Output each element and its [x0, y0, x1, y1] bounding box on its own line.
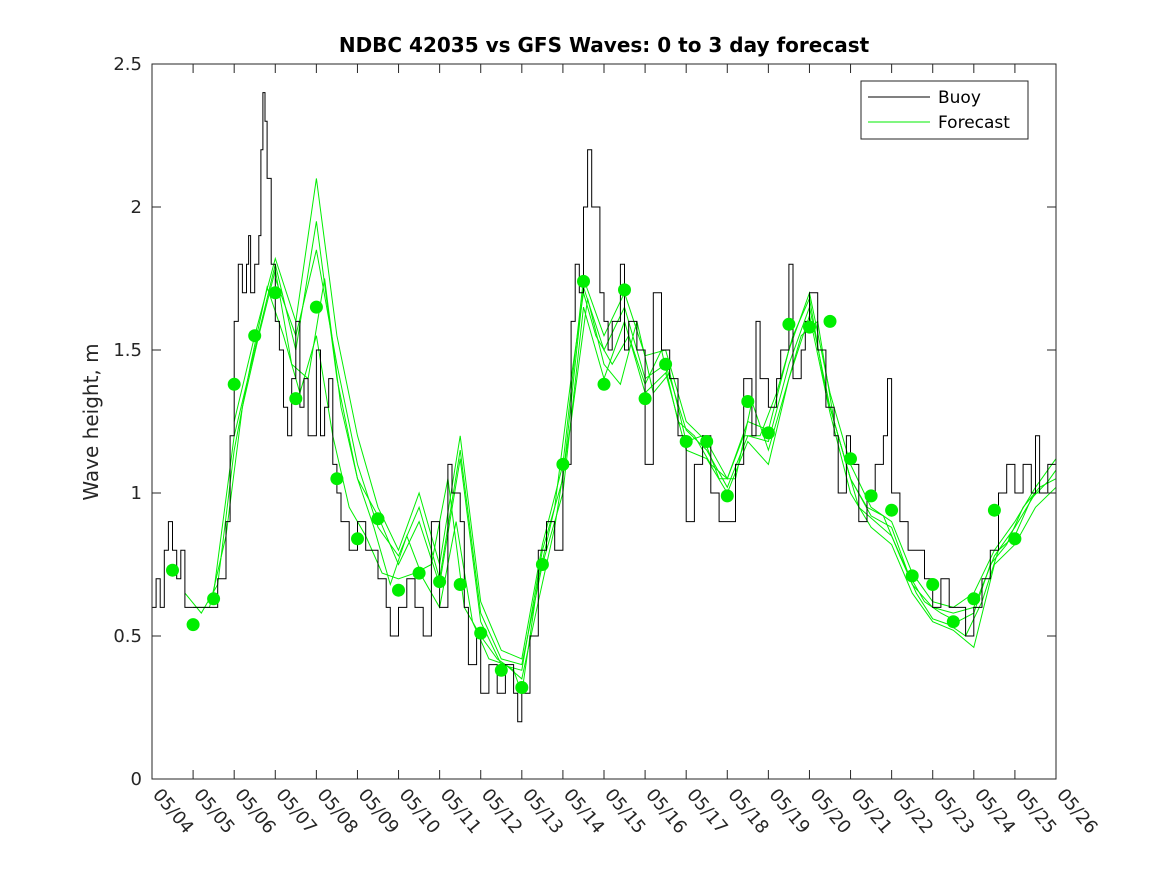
- legend-label-forecast: Forecast: [938, 113, 1010, 133]
- forecast-marker: [474, 626, 488, 640]
- forecast-marker: [638, 392, 652, 406]
- forecast-markers: [166, 274, 1022, 694]
- forecast-marker: [905, 569, 919, 583]
- forecast-marker: [946, 615, 960, 629]
- forecast-marker: [535, 558, 549, 571]
- forecast-marker: [453, 578, 467, 591]
- forecast-marker: [268, 286, 282, 300]
- forecast-marker: [207, 592, 221, 606]
- forecast-marker: [227, 377, 241, 391]
- forecast-marker: [987, 503, 1001, 517]
- forecast-marker: [371, 512, 385, 526]
- forecast-marker: [926, 578, 940, 591]
- forecast-marker: [864, 489, 878, 503]
- forecast-marker: [166, 563, 179, 577]
- forecast-marker: [679, 435, 693, 448]
- forecast-marker: [186, 618, 200, 632]
- y-tick-label: 1.5: [113, 340, 142, 361]
- forecast-marker: [412, 566, 426, 580]
- chart-title: NDBC 42035 vs GFS Waves: 0 to 3 day fore…: [339, 33, 870, 57]
- forecast-marker: [741, 395, 755, 408]
- forecast-marker: [515, 681, 529, 694]
- forecast-run-line: [274, 249, 1056, 666]
- forecast-marker: [720, 489, 734, 503]
- legend: Buoy Forecast: [860, 80, 1029, 140]
- forecast-marker: [659, 357, 673, 371]
- forecast-marker: [618, 283, 631, 297]
- y-tick-label: 0: [131, 769, 142, 790]
- forecast-marker: [433, 575, 447, 589]
- legend-label-buoy: Buoy: [938, 88, 981, 108]
- forecast-marker: [700, 435, 714, 448]
- legend-box: [860, 80, 1029, 140]
- forecast-marker: [597, 377, 611, 391]
- y-axis: 0 0.5 1 1.5 2 2.5: [113, 54, 1056, 790]
- forecast-marker: [351, 532, 364, 546]
- forecast-marker: [309, 300, 323, 314]
- y-tick-label: 0.5: [113, 626, 142, 647]
- forecast-marker: [330, 472, 344, 486]
- forecast-marker: [803, 320, 816, 334]
- forecast-marker: [1008, 532, 1022, 546]
- forecast-marker: [577, 274, 590, 288]
- y-tick-label: 2: [131, 197, 142, 218]
- forecast-run-line: [213, 221, 1056, 671]
- forecast-marker: [248, 329, 262, 343]
- forecast-marker: [967, 592, 981, 606]
- y-tick-label: 1: [131, 483, 142, 504]
- forecast-marker: [556, 457, 570, 471]
- forecast-marker: [494, 663, 508, 677]
- forecast-marker: [782, 317, 796, 331]
- y-axis-label: Wave height, m: [79, 343, 103, 500]
- forecast-marker: [289, 392, 303, 406]
- forecast-marker: [823, 314, 837, 328]
- forecast-marker: [885, 503, 899, 517]
- forecast-marker: [844, 452, 857, 466]
- forecast-marker: [761, 426, 775, 440]
- y-tick-label: 2.5: [113, 54, 142, 75]
- forecast-marker: [392, 583, 405, 597]
